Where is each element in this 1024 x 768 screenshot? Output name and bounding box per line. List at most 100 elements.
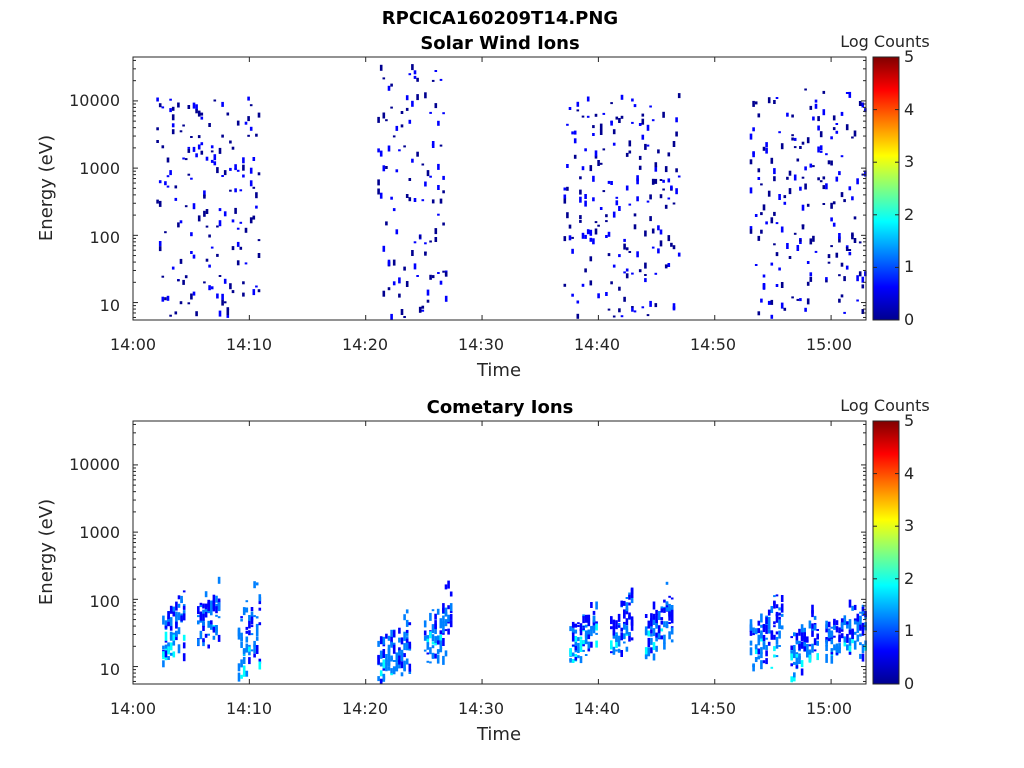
- spectrogram-pixel: [418, 235, 422, 239]
- spectrogram-pixel: [799, 239, 802, 242]
- spectrogram-burst: [237, 581, 262, 682]
- spectrogram-pixel: [786, 112, 789, 117]
- spectrogram-pixel: [675, 168, 678, 173]
- spectrogram-pixel: [659, 240, 663, 247]
- spectrogram-pixel: [809, 272, 813, 277]
- panel2-spectrogram: [162, 576, 867, 685]
- spectrogram-pixel: [630, 637, 634, 641]
- panel2-ticks: [132, 421, 866, 684]
- spectrogram-pixel: [182, 279, 185, 285]
- spectrogram-pixel: [757, 311, 761, 316]
- spectrogram-pixel: [429, 175, 432, 178]
- spectrogram-pixel: [577, 647, 580, 653]
- spectrogram-pixel: [205, 258, 209, 262]
- spectrogram-pixel: [809, 238, 813, 245]
- spectrogram-pixel: [801, 224, 805, 230]
- spectrogram-pixel: [398, 649, 401, 656]
- spectrogram-pixel: [827, 624, 831, 628]
- spectrogram-pixel: [760, 613, 763, 623]
- spectrogram-burst: [377, 609, 412, 685]
- spectrogram-pixel: [822, 109, 826, 116]
- spectrogram-pixel: [434, 228, 438, 235]
- spectrogram-pixel: [757, 177, 761, 180]
- spectrogram-pixel: [752, 100, 755, 107]
- spectrogram-pixel: [449, 603, 453, 612]
- spectrogram-pixel: [790, 645, 793, 653]
- panel1-axes-bg: [133, 57, 866, 320]
- spectrogram-pixel: [677, 175, 681, 178]
- spectrogram-pixel: [571, 644, 575, 647]
- spectrogram-pixel: [651, 178, 655, 185]
- spectrogram-pixel: [670, 597, 674, 600]
- spectrogram-pixel: [752, 633, 755, 636]
- spectrogram-pixel: [765, 637, 768, 640]
- spectrogram-pixel: [411, 64, 414, 71]
- spectrogram-pixel: [253, 640, 256, 647]
- spectrogram-pixel: [783, 307, 787, 311]
- spectrogram-pixel: [582, 625, 585, 628]
- spectrogram-pixel: [770, 630, 774, 640]
- spectrogram-pixel: [765, 221, 768, 225]
- spectrogram-pixel: [594, 113, 598, 117]
- spectrogram-pixel: [760, 630, 763, 640]
- spectrogram-pixel: [790, 663, 793, 667]
- spectrogram-pixel: [647, 650, 651, 653]
- spectrogram-pixel: [808, 620, 812, 629]
- spectrogram-pixel: [563, 194, 567, 199]
- spectrogram-pixel: [811, 628, 814, 637]
- spectrogram-pixel: [586, 229, 590, 235]
- spectrogram-pixel: [623, 623, 626, 630]
- spectrogram-pixel: [257, 289, 261, 293]
- spectrogram-pixel: [257, 172, 261, 176]
- spectrogram-pixel: [164, 620, 168, 629]
- spectrogram-pixel: [216, 167, 219, 174]
- spectrogram-pixel: [597, 224, 600, 227]
- spectrogram-pixel: [861, 644, 865, 654]
- spectrogram-pixel: [237, 663, 241, 672]
- spectrogram-pixel: [773, 176, 776, 182]
- spectrogram-pixel: [586, 96, 590, 102]
- spectrogram-burst: [377, 64, 448, 320]
- spectrogram-pixel: [765, 147, 768, 154]
- spectrogram-pixel: [793, 650, 796, 659]
- spectrogram-pixel: [623, 634, 626, 640]
- spectrogram-pixel: [377, 148, 380, 153]
- spectrogram-pixel: [436, 635, 440, 641]
- spectrogram-pixel: [444, 650, 448, 657]
- spectrogram-burst: [790, 604, 819, 683]
- spectrogram-pixel: [240, 637, 243, 642]
- spectrogram-pixel: [790, 676, 793, 683]
- spectrogram-pixel: [200, 142, 204, 146]
- spectrogram-pixel: [408, 622, 412, 626]
- spectrogram-pixel: [167, 622, 170, 627]
- spectrogram-pixel: [226, 307, 230, 311]
- spectrogram-pixel: [205, 156, 209, 161]
- spectrogram-pixel: [749, 647, 753, 656]
- spectrogram-pixel: [202, 619, 205, 623]
- spectrogram-pixel: [864, 170, 867, 177]
- spectrogram-pixel: [573, 130, 577, 135]
- spectrogram-pixel: [796, 158, 800, 162]
- spectrogram-pixel: [633, 310, 637, 313]
- spectrogram-pixel: [652, 628, 656, 637]
- spectrogram-pixel: [250, 633, 254, 636]
- spectrogram-pixel: [175, 635, 178, 638]
- spectrogram-pixel: [765, 658, 768, 665]
- spectrogram-pixel: [778, 619, 781, 629]
- spectrogram-pixel: [244, 121, 248, 125]
- spectrogram-pixel: [806, 651, 809, 658]
- spectrogram-pixel: [426, 642, 430, 646]
- spectrogram-pixel: [767, 300, 771, 305]
- spectrogram-pixel: [801, 141, 805, 145]
- panel1-ytick-10000: 10000: [69, 91, 120, 110]
- spectrogram-pixel: [245, 636, 249, 643]
- spectrogram-pixel: [395, 229, 399, 235]
- spectrogram-pixel: [418, 306, 422, 313]
- spectrogram-pixel: [620, 650, 623, 657]
- spectrogram-pixel: [615, 620, 618, 630]
- spectrogram-pixel: [827, 261, 831, 264]
- spectrogram-pixel: [846, 621, 849, 625]
- spectrogram-pixel: [599, 162, 603, 165]
- spectrogram-pixel: [239, 189, 243, 192]
- spectrogram-pixel: [434, 237, 438, 242]
